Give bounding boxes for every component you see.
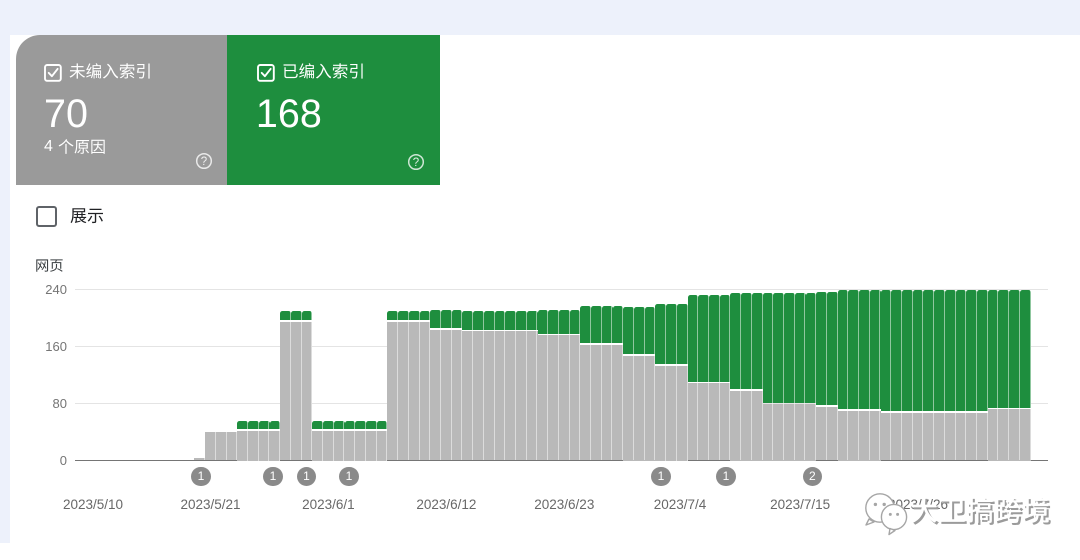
svg-text:?: ? [200,156,206,168]
svg-text:?: ? [412,157,418,169]
